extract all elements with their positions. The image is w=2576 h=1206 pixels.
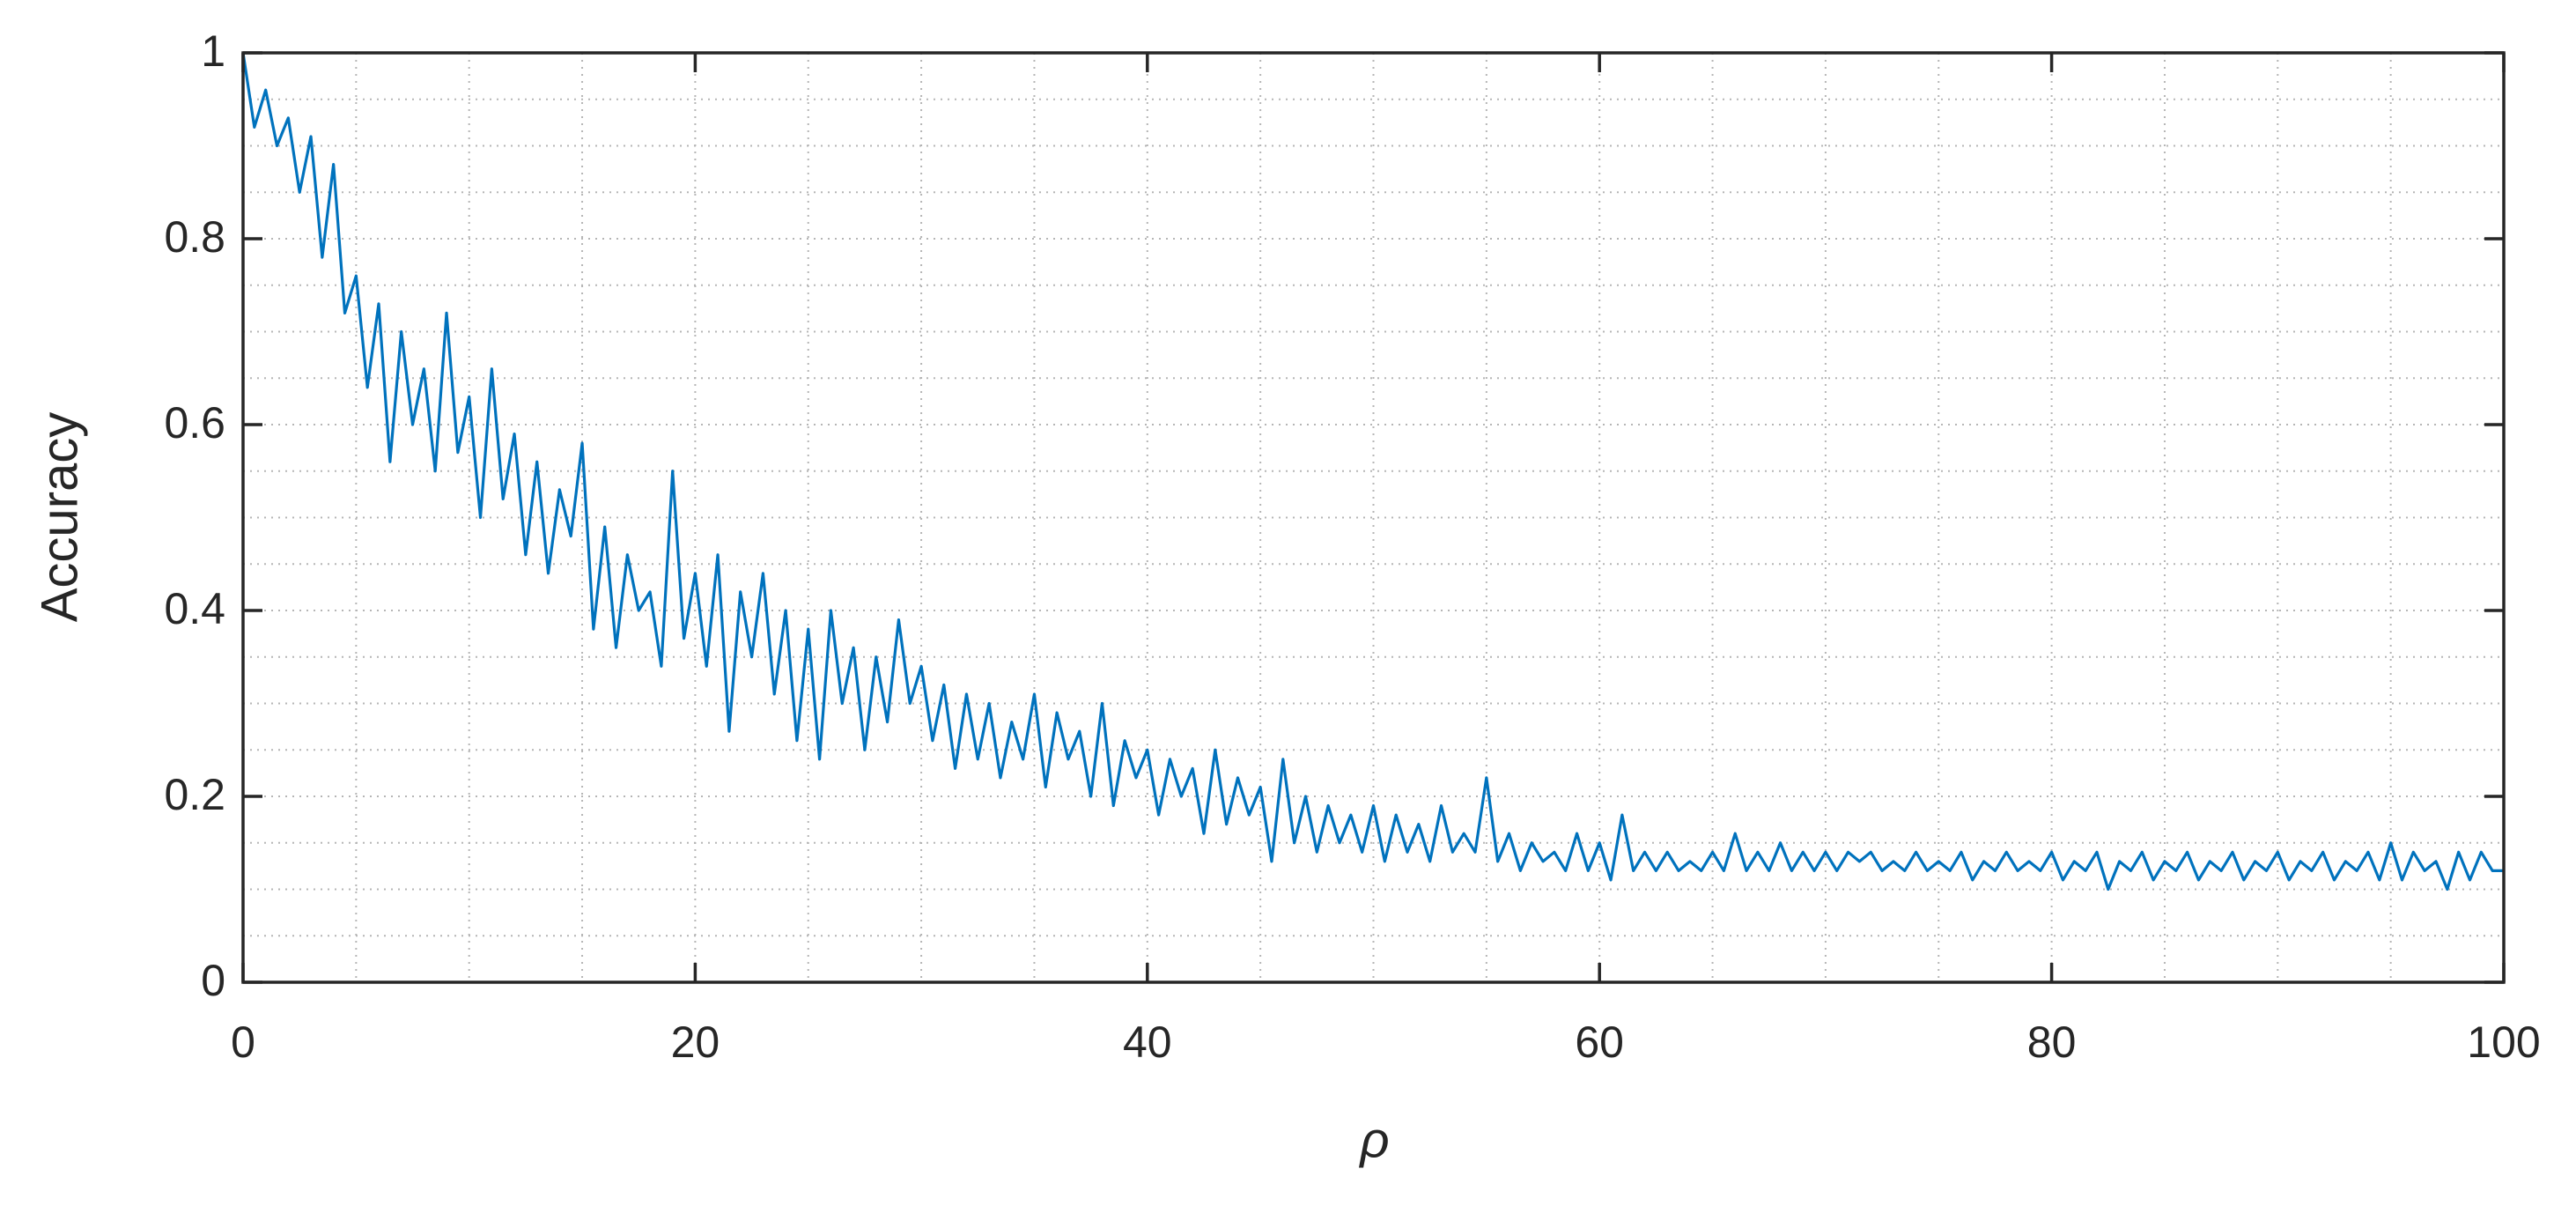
y-tick-label: 1	[201, 26, 225, 76]
x-tick-label: 20	[671, 1017, 720, 1067]
x-tick-label: 100	[2467, 1017, 2540, 1067]
data-line	[241, 52, 2504, 892]
y-tick-label: 0.2	[164, 770, 225, 819]
x-tick-label: 60	[1575, 1017, 1624, 1067]
x-tick-label: 40	[1123, 1017, 1172, 1067]
x-tick-label: 80	[2027, 1017, 2077, 1067]
plot-area	[241, 52, 2504, 892]
x-tick-label: 0	[231, 1017, 255, 1067]
y-tick-label: 0	[201, 956, 225, 1005]
y-tick-label: 0.6	[164, 398, 225, 448]
y-tick-label: 0.8	[164, 212, 225, 262]
y-axis-label: Accuracy	[31, 412, 88, 623]
grid	[242, 52, 2505, 983]
axes-box	[241, 51, 2506, 984]
x-axis-label: ρ	[1358, 1111, 1389, 1168]
y-tick-label: 0.4	[164, 584, 225, 633]
ticks: 0 20 40 60 80 100 0 0.2 0.4 0.6 0.8 1	[164, 26, 2540, 1067]
